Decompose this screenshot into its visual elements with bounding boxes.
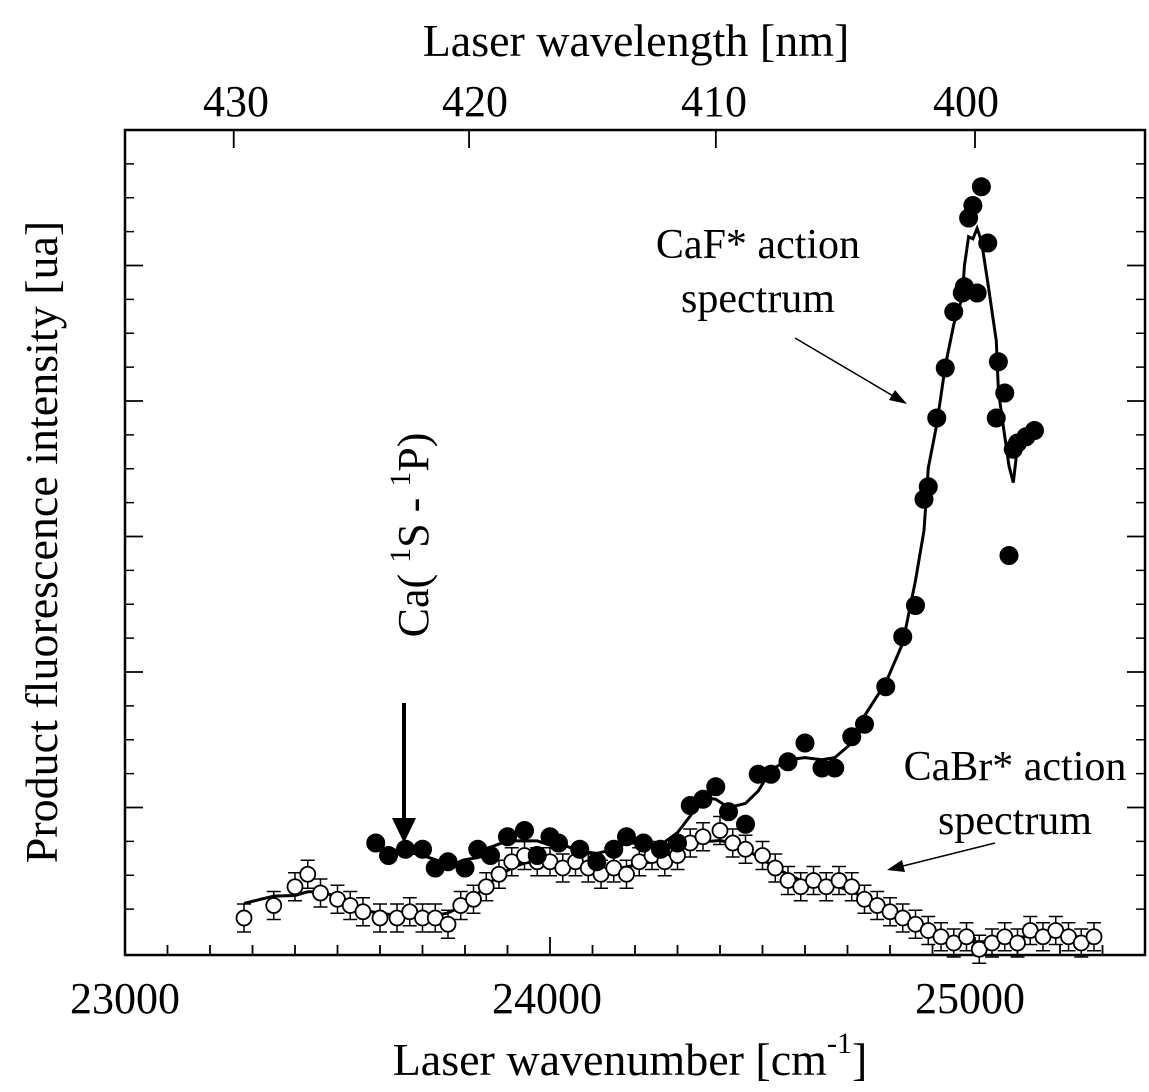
caf-point xyxy=(379,846,398,865)
caf-point xyxy=(651,839,670,859)
caf-point xyxy=(963,196,983,215)
caf-point xyxy=(988,352,1008,372)
caf-point xyxy=(668,833,687,853)
caf-point xyxy=(413,839,432,859)
caf-point xyxy=(927,408,947,428)
cabr-point xyxy=(235,909,253,927)
caf-point xyxy=(795,733,815,753)
caf-point xyxy=(978,233,998,253)
caf-point xyxy=(986,408,1006,428)
cabr-point xyxy=(843,878,861,896)
cabr-point xyxy=(958,928,975,946)
caf-point xyxy=(995,383,1015,403)
cabr-point xyxy=(465,890,482,908)
x-axis-title: Laser wavenumber [cm-1] xyxy=(393,1027,868,1085)
ca-transition-label: Ca( 1S - 1P) xyxy=(384,433,438,638)
caf-point xyxy=(971,177,991,197)
caf-label-line2: spectrum xyxy=(681,276,835,322)
cabr-point xyxy=(286,878,304,896)
caf-point xyxy=(587,852,607,872)
cabr-point xyxy=(618,865,635,883)
caf-point xyxy=(855,714,874,734)
caf-arrow xyxy=(794,337,907,404)
caf-point xyxy=(604,839,624,859)
caf-point xyxy=(906,596,925,615)
caf-point xyxy=(842,727,862,747)
caf-point xyxy=(967,283,987,303)
x-tick-label: 25000 xyxy=(915,974,1025,1023)
caf-point xyxy=(736,814,755,834)
cabr-point xyxy=(490,865,508,883)
cabr-point xyxy=(694,828,712,846)
caf-point xyxy=(999,546,1019,565)
caf-point xyxy=(719,802,738,822)
caf-point xyxy=(893,627,913,647)
cabr-point xyxy=(354,903,372,921)
cabr-label-line2: spectrum xyxy=(938,798,1092,844)
caf-point xyxy=(498,827,517,847)
cabr-point xyxy=(1085,928,1103,946)
caf-point xyxy=(634,833,653,853)
top-tick-label: 410 xyxy=(681,77,747,126)
cabr-point xyxy=(711,822,729,839)
x-axis-top-title: Laser wavelength [nm] xyxy=(423,15,850,66)
caf-point xyxy=(778,752,798,772)
caf-point xyxy=(761,764,781,784)
cabr-point xyxy=(439,915,457,933)
cabr-arrow xyxy=(887,842,996,872)
caf-point xyxy=(527,846,547,865)
caf-point xyxy=(825,758,845,778)
caf-point xyxy=(918,477,938,497)
caf-point xyxy=(570,839,590,859)
caf-point xyxy=(693,789,713,809)
cabr-point xyxy=(477,878,495,896)
cabr-point xyxy=(299,865,317,883)
cabr-point xyxy=(265,897,283,914)
y-axis-title: Product fluorescence intensity [ua] xyxy=(16,221,67,864)
caf-point xyxy=(876,677,896,697)
caf-point xyxy=(944,302,964,322)
cabr-point xyxy=(312,884,329,902)
cabr-point xyxy=(754,847,771,864)
cabr-point xyxy=(371,909,389,927)
caf-point xyxy=(366,833,386,853)
caf-point xyxy=(935,358,955,378)
x-tick-label: 24000 xyxy=(492,974,602,1023)
ca-transition-arrow xyxy=(392,703,416,843)
caf-label-line1: CaF* action xyxy=(656,222,860,268)
cabr-point xyxy=(766,859,784,877)
top-tick-label: 420 xyxy=(442,77,508,126)
caf-point xyxy=(396,839,415,859)
cabr-point xyxy=(737,840,754,858)
caf-point xyxy=(438,852,458,872)
caf-point xyxy=(1025,421,1044,440)
cabr-point xyxy=(1009,934,1026,952)
cabr-label-line1: CaBr* action xyxy=(904,744,1127,790)
top-tick-label: 430 xyxy=(203,77,269,126)
cabr-series xyxy=(235,822,1103,958)
caf-series xyxy=(366,177,1044,878)
x-tick-label: 23000 xyxy=(70,974,180,1023)
caf-point xyxy=(549,833,568,853)
caf-point xyxy=(706,777,726,797)
caf-point xyxy=(515,821,534,840)
caf-point xyxy=(455,858,475,878)
caf-point xyxy=(617,827,636,847)
axis-ticks xyxy=(125,129,1145,955)
caf-point xyxy=(481,846,500,865)
top-tick-label: 400 xyxy=(933,77,999,126)
